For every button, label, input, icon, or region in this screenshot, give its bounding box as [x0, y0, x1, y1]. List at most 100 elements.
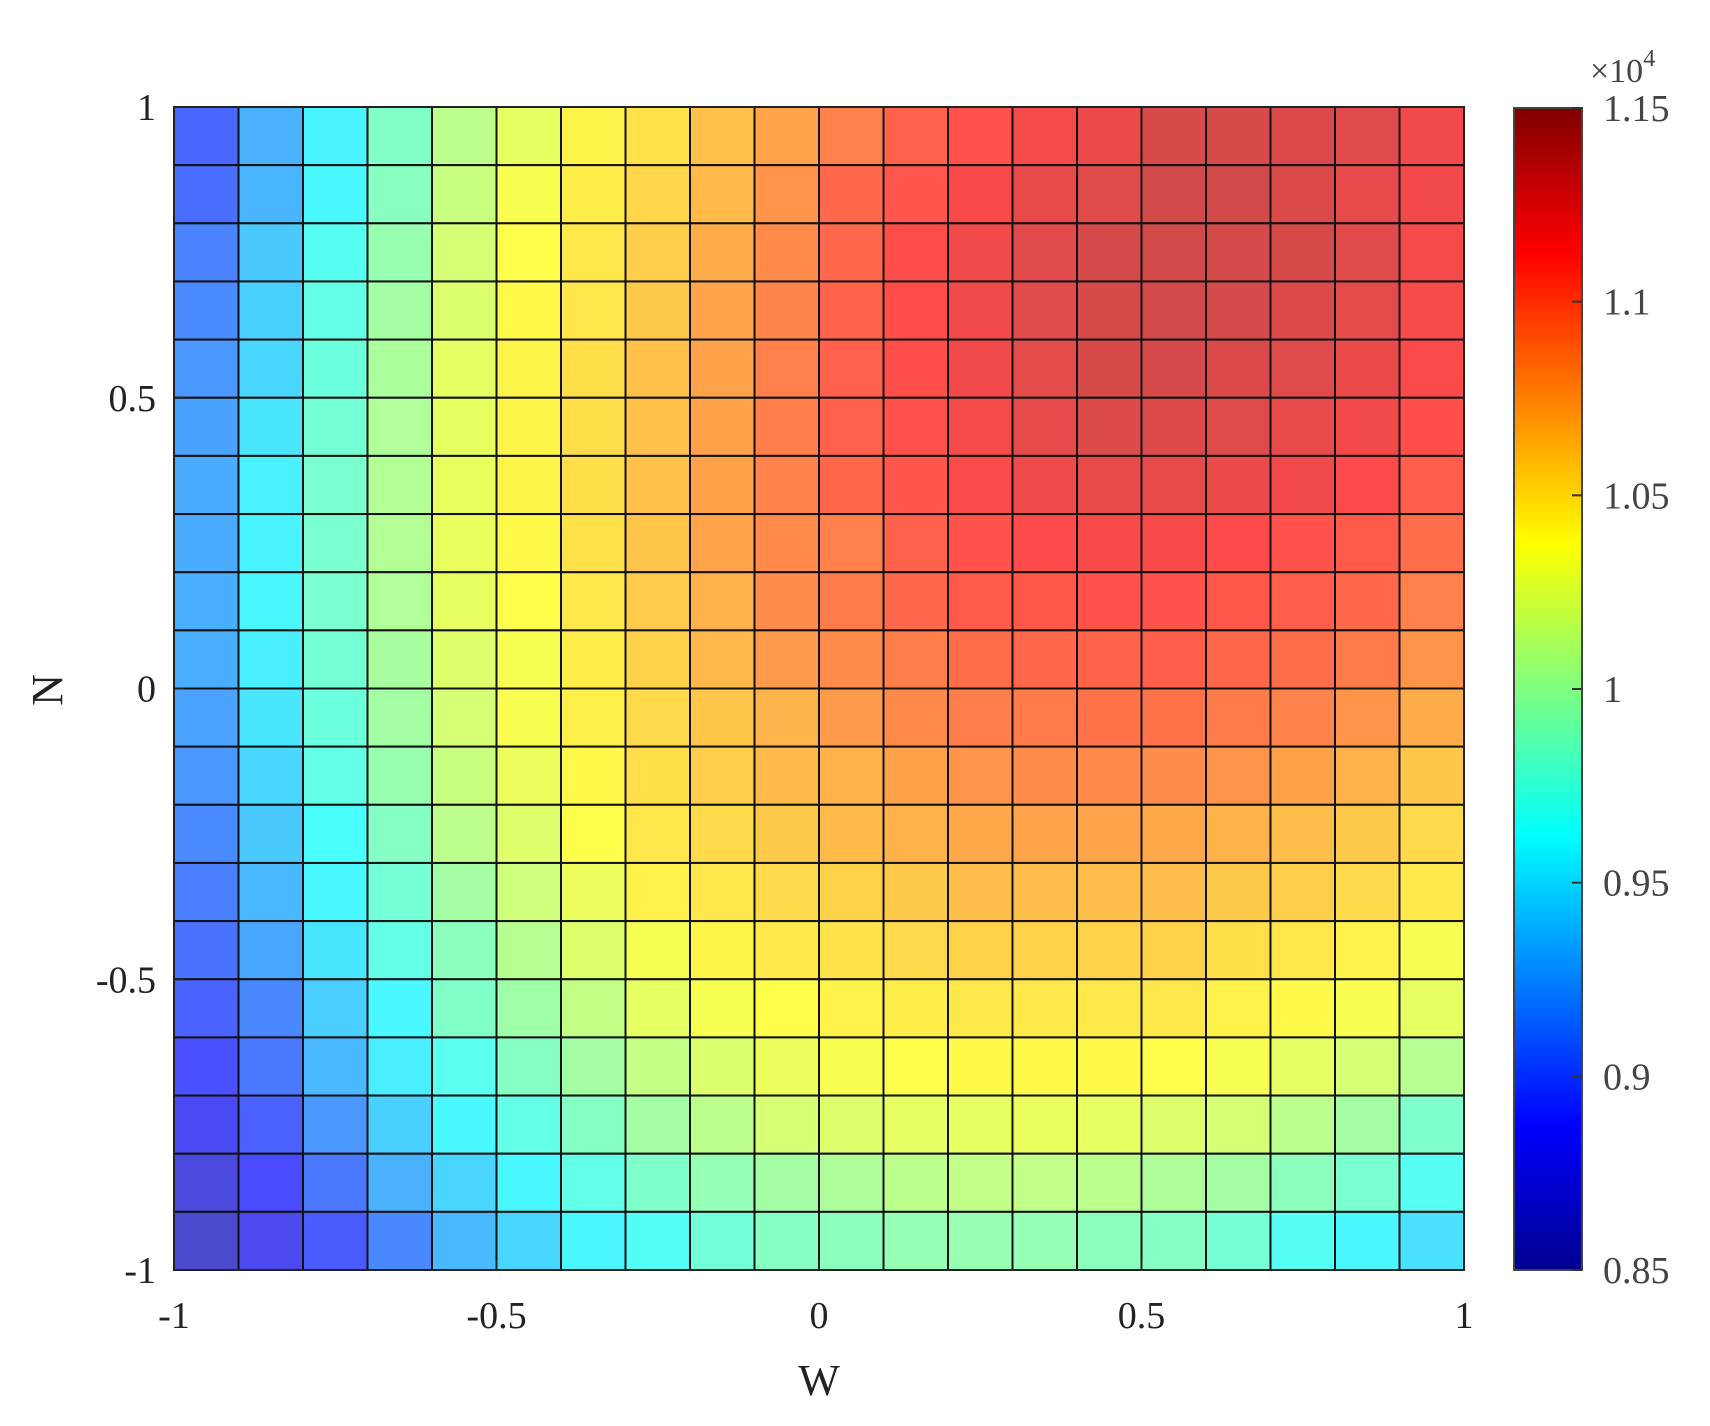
heatmap-cell [1334, 571, 1401, 632]
heatmap-cell [689, 396, 756, 457]
heatmap-cell [818, 396, 885, 457]
heatmap-cell [753, 920, 820, 981]
heatmap-cell [947, 338, 1014, 399]
heatmap-cell [753, 1094, 820, 1155]
heatmap-cell [1011, 1210, 1078, 1271]
x-axis-ticks: -1 -0.5 0 0.5 1 [158, 1260, 1474, 1337]
heatmap-cell [1076, 629, 1143, 690]
heatmap-cell [237, 861, 304, 923]
heatmap-cell [882, 106, 949, 167]
heatmap-cell [882, 513, 949, 574]
heatmap-cell [689, 164, 756, 225]
heatmap-cell [689, 222, 756, 283]
heatmap-cell [818, 513, 885, 574]
heatmap-cell [1398, 338, 1465, 399]
heatmap-cell [1011, 978, 1078, 1039]
heatmap-cell [882, 454, 949, 516]
heatmap-cell [753, 1152, 820, 1213]
heatmap-cell [237, 687, 304, 748]
y-axis-label: N [23, 674, 72, 706]
heatmap-cell [1076, 1210, 1143, 1271]
heatmap-cell [1269, 1210, 1336, 1271]
heatmap-cell [1011, 454, 1078, 516]
heatmap-cell [1205, 1152, 1272, 1213]
heatmap-cell [689, 687, 756, 748]
heatmap-cell [366, 978, 433, 1039]
heatmap-cell [1140, 745, 1207, 806]
heatmap-cell [366, 745, 433, 806]
heatmap-cell [1398, 629, 1465, 690]
heatmap-cell [173, 803, 240, 864]
heatmap-cell [1398, 1152, 1465, 1213]
heatmap-cell [689, 454, 756, 516]
colorbar-tick-label: 1.1 [1603, 282, 1651, 324]
heatmap-cell [302, 164, 369, 225]
heatmap-cell [495, 687, 562, 748]
heatmap-cell [1269, 687, 1336, 748]
heatmap-cell [173, 106, 240, 167]
heatmap-cell [882, 745, 949, 806]
heatmap-cell [366, 1036, 433, 1097]
heatmap-cell [624, 106, 691, 167]
heatmap-cell [560, 571, 627, 632]
heatmap-cell [1269, 745, 1336, 806]
heatmap-cell [431, 803, 498, 864]
heatmap-cell [431, 513, 498, 574]
heatmap-cell [882, 396, 949, 457]
heatmap-cell [1011, 1152, 1078, 1213]
heatmap-cell [753, 513, 820, 574]
heatmap-cell [1334, 164, 1401, 225]
heatmap-cell [1269, 513, 1336, 574]
heatmap-cell [689, 629, 756, 690]
heatmap-cell [302, 803, 369, 864]
heatmap-cell [560, 164, 627, 225]
heatmap-cell [1076, 1152, 1143, 1213]
heatmap-cell [818, 629, 885, 690]
heatmap-cell [1334, 745, 1401, 806]
heatmap-cell [173, 338, 240, 399]
heatmap-cell [1076, 513, 1143, 574]
heatmap-cell [818, 454, 885, 516]
heatmap-cell [624, 338, 691, 399]
heatmap-cell [1140, 164, 1207, 225]
heatmap-cell [1076, 920, 1143, 981]
heatmap-cell [1398, 861, 1465, 923]
heatmap-cell [237, 1094, 304, 1155]
heatmap-cell [689, 106, 756, 167]
heatmap-cell [689, 745, 756, 806]
heatmap-cell [237, 571, 304, 632]
heatmap-cell [1205, 920, 1272, 981]
heatmap-cell [366, 338, 433, 399]
heatmap-cell [495, 454, 562, 516]
heatmap-cell [1334, 978, 1401, 1039]
heatmap-cell [1205, 338, 1272, 399]
heatmap-cell [302, 1152, 369, 1213]
heatmap-cell [431, 687, 498, 748]
heatmap-cell [1011, 164, 1078, 225]
heatmap-cell [1334, 1094, 1401, 1155]
heatmap-cell [237, 164, 304, 225]
heatmap-cell [689, 1094, 756, 1155]
heatmap-cell [947, 629, 1014, 690]
heatmap-cell [560, 1094, 627, 1155]
heatmap-cell [947, 745, 1014, 806]
heatmap-cell [1398, 687, 1465, 748]
heatmap-cell [1334, 106, 1401, 167]
heatmap-cell [302, 222, 369, 283]
x-tick-label: 0 [810, 1295, 829, 1337]
heatmap-cell [237, 106, 304, 167]
heatmap-cell [1011, 280, 1078, 341]
heatmap-cell [947, 920, 1014, 981]
heatmap-cell [1011, 396, 1078, 457]
heatmap-cell [1140, 280, 1207, 341]
heatmap-cell [1398, 1036, 1465, 1097]
heatmap-cell [366, 861, 433, 923]
heatmap-cell [689, 920, 756, 981]
heatmap-cell [624, 396, 691, 457]
heatmap-cell [560, 1036, 627, 1097]
heatmap-cell [1140, 1210, 1207, 1271]
heatmap-cell [495, 1152, 562, 1213]
heatmap-cell [173, 396, 240, 457]
heatmap-cell [302, 629, 369, 690]
colorbar [1513, 107, 1583, 1271]
